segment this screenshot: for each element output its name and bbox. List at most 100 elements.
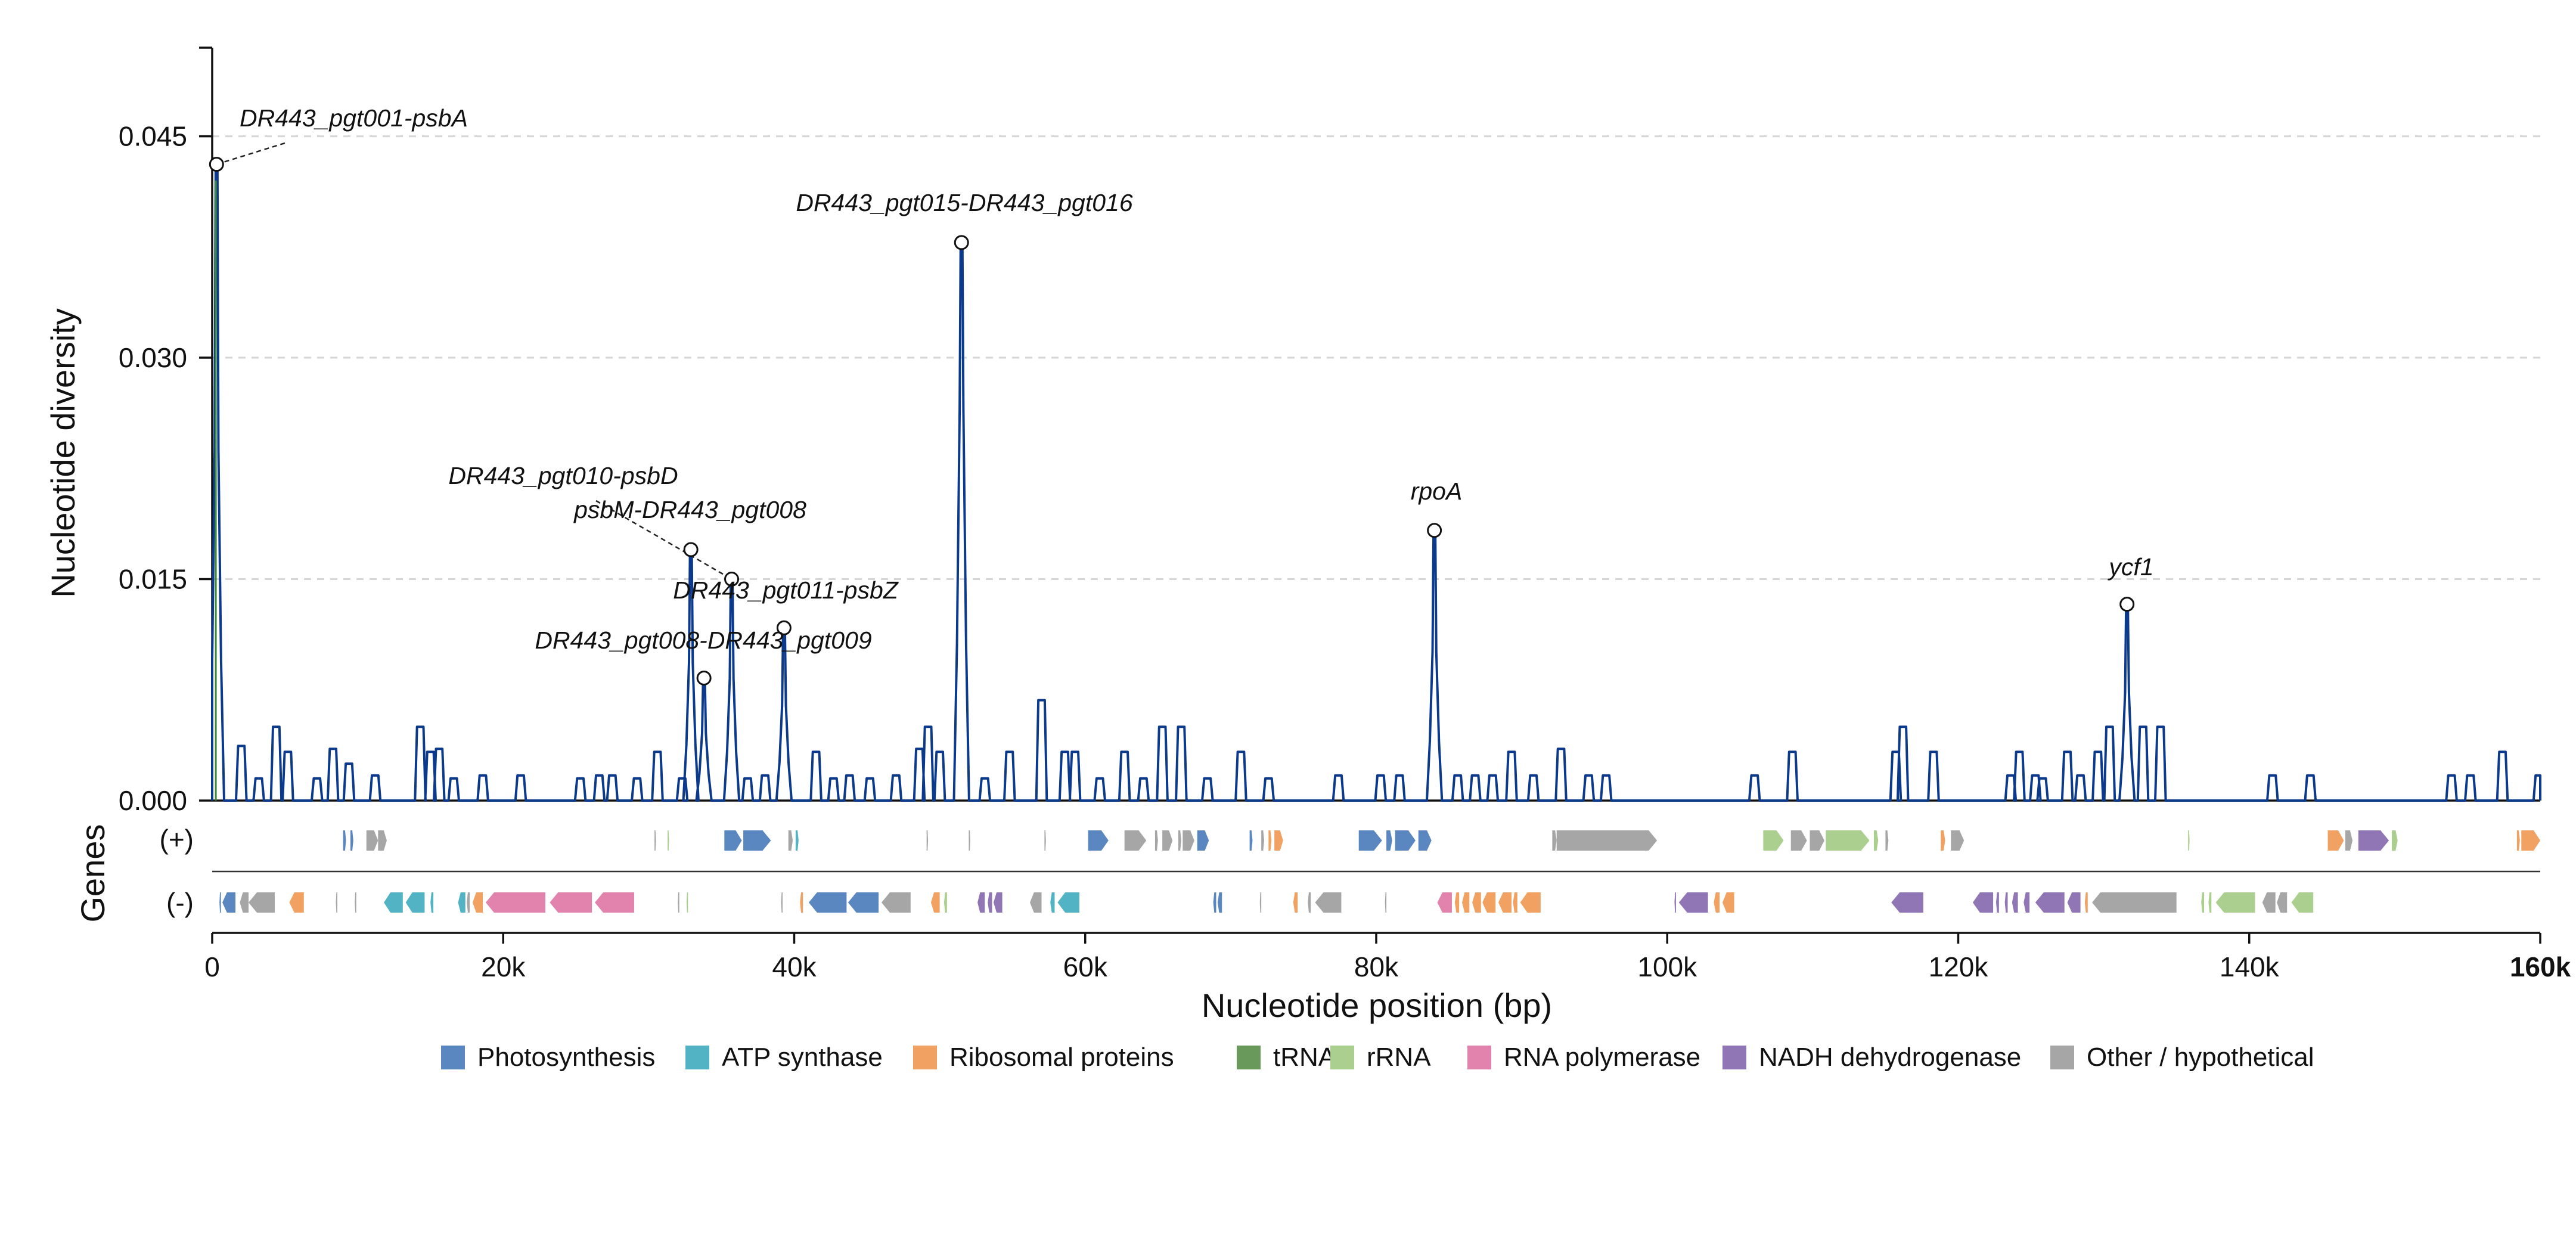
peak-marker-1 — [954, 235, 969, 250]
plus-gene-9 — [795, 830, 799, 851]
plus-gene-27 — [1418, 830, 1432, 851]
minus-gene-29 — [1050, 892, 1055, 913]
minus-gene-27 — [993, 892, 1003, 913]
plus-gene-43 — [2516, 830, 2520, 851]
plus-gene-26 — [1395, 830, 1416, 851]
minus-gene-19 — [800, 892, 803, 913]
diversity-series — [211, 163, 2541, 802]
y-tick-label-3: 0.045 — [119, 121, 187, 152]
plus-gene-10 — [926, 830, 929, 851]
plus-gene-44 — [2521, 830, 2540, 851]
annotation-label-3: psbM-DR443_pgt008 — [573, 496, 806, 523]
annotation-label-1: DR443_pgt015-DR443_pgt016 — [796, 189, 1133, 216]
minus-gene-65 — [2291, 892, 2314, 913]
legend-label-7: Other / hypothetical — [2087, 1043, 2314, 1072]
minus-gene-1 — [222, 892, 236, 913]
minus-gene-60 — [2201, 892, 2205, 913]
minus-gene-20 — [808, 892, 847, 913]
plus-gene-25 — [1386, 830, 1392, 851]
minus-gene-35 — [1308, 892, 1311, 913]
legend-label-5: RNA polymerase — [1504, 1043, 1700, 1072]
minus-gene-18 — [781, 892, 783, 913]
plus-gene-8 — [788, 830, 793, 851]
x-tick-label-1: 20k — [481, 951, 526, 982]
legend-swatch-2 — [913, 1046, 937, 1069]
x-tick-label-4: 80k — [1354, 951, 1399, 982]
minus-gene-48 — [1714, 892, 1720, 913]
x-tick-label-8: 160k — [2510, 951, 2571, 982]
plus-gene-37 — [1951, 830, 1964, 851]
strand-label-plus: (+) — [160, 824, 194, 855]
minus-gene-57 — [2067, 892, 2081, 913]
minus-gene-42 — [1482, 892, 1496, 913]
minus-gene-11 — [467, 892, 470, 913]
peak-marker-6 — [1427, 523, 1442, 538]
minus-gene-4 — [289, 892, 304, 913]
plus-gene-38 — [2188, 830, 2190, 851]
plus-gene-4 — [654, 830, 656, 851]
x-axis-label: Nucleotide position (bp) — [1202, 987, 1552, 1024]
minus-gene-55 — [2023, 892, 2030, 913]
minus-gene-33 — [1259, 892, 1262, 913]
peak-annotations: DR443_pgt001-psbA DR443_pgt015-DR443_pgt0… — [209, 104, 2154, 686]
minus-gene-8 — [405, 892, 425, 913]
minus-gene-0 — [219, 892, 221, 913]
y-axis-label: Nucleotide diversity — [44, 308, 82, 598]
plus-gene-35 — [1885, 830, 1889, 851]
plus-gene-1 — [350, 830, 353, 851]
annotation-leader-0 — [216, 142, 285, 165]
legend-swatch-5 — [1467, 1046, 1491, 1069]
plus-gene-19 — [1197, 830, 1209, 851]
minus-gene-36 — [1315, 892, 1342, 913]
minus-gene-41 — [1472, 892, 1481, 913]
minus-gene-56 — [2035, 892, 2065, 913]
minus-gene-37 — [1385, 892, 1387, 913]
annotation-label-4: DR443_pgt011-psbZ — [673, 576, 899, 604]
peak-marker-4 — [776, 620, 792, 635]
legend-label-1: ATP synthase — [722, 1043, 883, 1072]
minus-gene-62 — [2215, 892, 2255, 913]
legend-swatch-3 — [1237, 1046, 1261, 1069]
minus-gene-3 — [249, 892, 275, 913]
minus-gene-6 — [355, 892, 356, 913]
minus-gene-59 — [2092, 892, 2177, 913]
minus-gene-13 — [485, 892, 546, 913]
legend-swatch-4 — [1330, 1046, 1354, 1069]
minus-gene-61 — [2208, 892, 2212, 913]
minus-gene-40 — [1462, 892, 1470, 913]
plus-gene-29 — [1556, 830, 1658, 851]
plus-gene-36 — [1941, 830, 1945, 851]
x-tick-label-7: 140k — [2220, 951, 2280, 982]
diversity-line — [211, 163, 2541, 802]
annotation-label-7: ycf1 — [2107, 553, 2153, 581]
plus-gene-7 — [743, 830, 771, 851]
minus-gene-21 — [848, 892, 879, 913]
plus-gene-34 — [1873, 830, 1879, 851]
strand-label-minus: (-) — [166, 887, 194, 918]
plus-gene-41 — [2358, 830, 2389, 851]
plus-gene-21 — [1261, 830, 1265, 851]
plus-gene-13 — [1088, 830, 1109, 851]
y-tick-label-1: 0.015 — [119, 564, 187, 595]
legend-swatch-6 — [1722, 1046, 1746, 1069]
plus-gene-40 — [2345, 830, 2353, 851]
minus-gene-34 — [1293, 892, 1298, 913]
plus-gene-42 — [2391, 830, 2398, 851]
annotation-label-6: rpoA — [1411, 477, 1463, 505]
legend-label-3: tRNA — [1273, 1043, 1336, 1072]
plus-gene-18 — [1183, 830, 1194, 851]
y-tick-label-2: 0.030 — [119, 342, 187, 373]
minus-gene-14 — [550, 892, 592, 913]
minus-gene-16 — [678, 892, 679, 913]
minus-gene-45 — [1520, 892, 1541, 913]
annotation-leader-2 — [595, 500, 733, 580]
minus-gene-2 — [240, 892, 249, 913]
minus-gene-38 — [1437, 892, 1452, 913]
peak-marker-7 — [2119, 597, 2135, 612]
minus-gene-26 — [988, 892, 992, 913]
plus-gene-32 — [1810, 830, 1824, 851]
minus-gene-46 — [1674, 892, 1676, 913]
minus-gene-64 — [2277, 892, 2288, 913]
legend-swatch-1 — [685, 1046, 709, 1069]
